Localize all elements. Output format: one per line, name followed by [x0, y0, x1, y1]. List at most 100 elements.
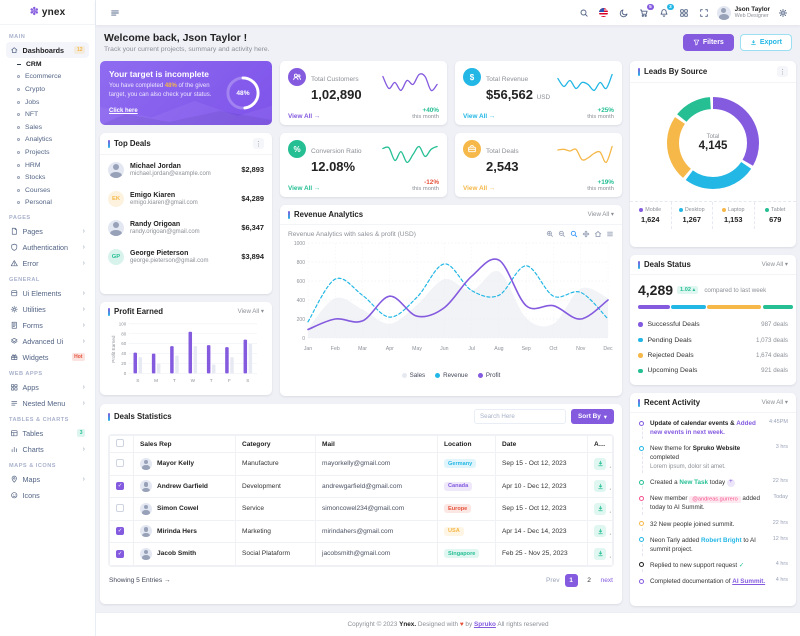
- table-row[interactable]: ✓ Andrew Garfield Development andrewgarf…: [109, 474, 613, 498]
- sidebar-item-projects[interactable]: Projects: [6, 146, 89, 159]
- plus-icon: +: [726, 478, 735, 487]
- search-button[interactable]: [577, 6, 591, 20]
- sidebar-item-pages[interactable]: Pages ›: [6, 223, 89, 239]
- deals-status-row: Rejected Deals 1,674 deals: [638, 348, 788, 363]
- view-all-link[interactable]: View All →: [288, 113, 321, 120]
- selection-zoom-icon[interactable]: [570, 230, 578, 238]
- sidebar-item-sales[interactable]: Sales: [6, 121, 89, 134]
- sidebar-item-utilities[interactable]: Utilities ›: [6, 301, 89, 317]
- sidebar-item-personal[interactable]: Personal: [6, 197, 89, 210]
- page-2-button[interactable]: 2: [587, 576, 591, 584]
- settings-button[interactable]: [776, 6, 790, 20]
- chart-legend: Sales Revenue Profit: [280, 370, 622, 385]
- notifications-button[interactable]: 3: [657, 3, 674, 20]
- sidebar-item-advanced-ui[interactable]: Advanced Ui ›: [6, 333, 89, 349]
- sidebar-item-ui-elements[interactable]: Ui Elements ›: [6, 285, 89, 301]
- sidebar-item-nested-menu[interactable]: Nested Menu ›: [6, 395, 89, 411]
- sparkline-chart: [382, 145, 438, 164]
- row-checkbox[interactable]: ✓: [116, 482, 124, 491]
- sidebar-item-analytics[interactable]: Analytics: [6, 134, 89, 147]
- menu-toggle-button[interactable]: [108, 6, 122, 20]
- view-all-dropdown[interactable]: View All ▾: [237, 308, 264, 315]
- sidebar-item-apps[interactable]: Apps ›: [6, 379, 89, 395]
- sidebar-item-dashboards[interactable]: Dashboards 12: [6, 42, 89, 58]
- next-page-button[interactable]: next: [600, 576, 613, 584]
- sidebar-item-courses[interactable]: Courses: [6, 184, 89, 197]
- sidebar-item-jobs[interactable]: Jobs: [6, 96, 89, 109]
- deal-row[interactable]: GP George Pieterson george.pieterson@gmai…: [100, 242, 272, 271]
- view-all-link[interactable]: View All →: [463, 113, 496, 120]
- sidebar-item-crypto[interactable]: Crypto: [6, 83, 89, 96]
- user-menu[interactable]: Json Taylor Web Designer: [716, 5, 770, 20]
- kebab-menu-icon[interactable]: ⋮: [253, 138, 264, 149]
- download-button[interactable]: [594, 502, 606, 515]
- target-click-here-link[interactable]: Click here: [109, 108, 138, 115]
- download-button[interactable]: [594, 547, 606, 560]
- filters-button[interactable]: Filters: [682, 34, 734, 51]
- apps-button[interactable]: [677, 6, 691, 20]
- stat-value: 2,543: [486, 159, 519, 174]
- sidebar-item-authentication[interactable]: Authentication ›: [6, 239, 89, 255]
- view-all-dropdown[interactable]: View All ▾: [761, 399, 788, 406]
- search-input[interactable]: [474, 409, 567, 424]
- revenue-analytics-card: Revenue Analytics View All ▾ Revenue Ana…: [280, 205, 622, 396]
- svg-text:Mar: Mar: [358, 346, 367, 352]
- fullscreen-button[interactable]: [697, 6, 711, 20]
- sidebar-item-widgets[interactable]: Widgets Hot: [6, 349, 89, 365]
- deal-row[interactable]: Michael Jordan michael.jordan@example.com…: [100, 155, 272, 184]
- kebab-menu-icon[interactable]: ⋮: [777, 66, 788, 77]
- legend-item[interactable]: Profit: [477, 372, 500, 379]
- download-button[interactable]: [594, 457, 606, 470]
- dark-mode-button[interactable]: [617, 6, 631, 20]
- sidebar-item-forms[interactable]: Forms ›: [6, 317, 89, 333]
- pan-icon[interactable]: [582, 230, 590, 238]
- sidebar-item-hrm[interactable]: HRM: [6, 159, 89, 172]
- row-checkbox[interactable]: [116, 458, 124, 467]
- view-all-dropdown[interactable]: View All ▾: [761, 261, 788, 268]
- svg-text:100: 100: [119, 321, 127, 326]
- table-row[interactable]: Mayor Kelly Manufacture mayorkelly@gmail…: [109, 452, 613, 476]
- sidebar-item-ecommerce[interactable]: Ecommerce: [6, 71, 89, 84]
- home-icon[interactable]: [594, 230, 602, 238]
- row-checkbox[interactable]: ✓: [116, 527, 124, 536]
- menu-icon[interactable]: [606, 230, 614, 238]
- sidebar-item-crm[interactable]: CRM: [6, 58, 89, 71]
- view-all-link[interactable]: View All →: [463, 185, 496, 192]
- stat-value: 12.08%: [311, 159, 356, 174]
- svg-text:T: T: [210, 378, 213, 383]
- select-all-checkbox[interactable]: [116, 439, 124, 447]
- legend-item[interactable]: Sales: [401, 372, 425, 379]
- legend-item[interactable]: Revenue: [435, 372, 468, 379]
- zoom-out-icon[interactable]: [558, 230, 566, 238]
- sidebar-item-maps[interactable]: Maps ›: [6, 471, 89, 487]
- activity-item: New theme for Spruko Website completed Lo…: [638, 444, 788, 478]
- sparkline-chart: [557, 145, 613, 164]
- svg-text:W: W: [191, 378, 196, 383]
- brand-logo[interactable]: ✽ ynex: [0, 0, 95, 25]
- deal-row[interactable]: Randy Origoan randy.origoan@gmail.com $6,…: [100, 213, 272, 242]
- view-all-link[interactable]: View All →: [288, 185, 321, 192]
- page-1-button[interactable]: 1: [564, 573, 578, 587]
- download-button[interactable]: [594, 525, 606, 538]
- sidebar-item-tables[interactable]: Tables 3: [6, 425, 89, 441]
- zoom-in-icon[interactable]: [546, 230, 554, 238]
- sidebar-item-stocks[interactable]: Stocks: [6, 171, 89, 184]
- sort-by-button[interactable]: Sort By ▾: [571, 409, 614, 424]
- table-row[interactable]: ✓ Mirinda Hers Marketing mirindahers@gma…: [109, 519, 613, 543]
- deal-row[interactable]: EK Emigo Kiaren emigo.kiaren@gmail.com $4…: [100, 184, 272, 213]
- export-button[interactable]: Export: [739, 34, 792, 51]
- prev-page-button[interactable]: Prev: [545, 576, 560, 584]
- row-checkbox[interactable]: ✓: [116, 549, 124, 558]
- table-row[interactable]: ✓ Jacob Smith Social Plataform jacobsmit…: [109, 542, 613, 566]
- view-all-dropdown[interactable]: View All ▾: [587, 211, 614, 218]
- sidebar-item-charts[interactable]: Charts ›: [6, 441, 89, 457]
- designer-link[interactable]: Spruko: [473, 621, 496, 628]
- download-button[interactable]: [594, 480, 606, 493]
- language-button[interactable]: [597, 6, 611, 20]
- table-row[interactable]: Simon Cowel Service simoncowel234@gmail.…: [109, 497, 613, 521]
- sidebar-item-nft[interactable]: NFT: [6, 108, 89, 121]
- row-checkbox[interactable]: [116, 503, 124, 512]
- sidebar-item-error[interactable]: Error ›: [6, 255, 89, 271]
- sidebar-item-icons[interactable]: Icons: [6, 487, 89, 503]
- cart-button[interactable]: 5: [637, 3, 654, 20]
